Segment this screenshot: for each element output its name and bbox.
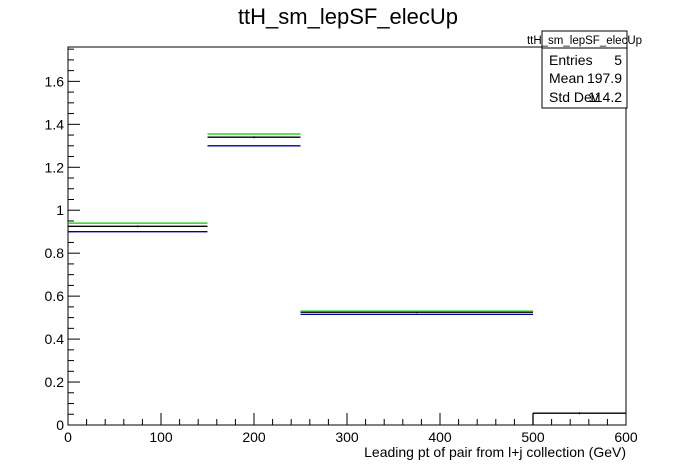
- stats-stddev-label: Std Dev: [549, 89, 599, 105]
- stats-entries-value: 5: [614, 52, 622, 68]
- x-tick-label: 600: [614, 429, 638, 445]
- x-tick-label: 400: [428, 429, 452, 445]
- y-tick-label: 0: [56, 417, 64, 433]
- chart-title: ttH_sm_lepSF_elecUp: [238, 4, 458, 29]
- stats-entries-label: Entries: [549, 52, 593, 68]
- histogram-series: [68, 133, 626, 425]
- x-tick-label: 100: [149, 429, 173, 445]
- y-tick-label: 1.4: [45, 116, 65, 132]
- y-tick-label: 0.4: [45, 331, 65, 347]
- y-tick-label: 0.8: [45, 245, 65, 261]
- stats-box-frame: [541, 30, 628, 109]
- x-tick-label: 500: [521, 429, 545, 445]
- stats-stddev-value: 114.2: [588, 89, 622, 105]
- stats-mean-label: Mean: [549, 70, 584, 86]
- x-axis-label: Leading pt of pair from l+j collection (…: [364, 444, 626, 460]
- y-axis: 0 0.2 0.4 0.6 0.8 1 1.2 1.4 1.6: [45, 48, 80, 433]
- stats-box: ttH_sm_lepSF_elecUp Entries 5 Mean 197.9…: [527, 30, 642, 109]
- y-tick-label: 1.2: [45, 159, 65, 175]
- y-tick-label: 1: [56, 202, 64, 218]
- y-tick-label: 0.6: [45, 288, 65, 304]
- stats-mean-value: 197.9: [587, 70, 622, 86]
- y-tick-label: 0.2: [45, 374, 65, 390]
- x-tick-label: 200: [242, 429, 266, 445]
- stats-box-title: ttH_sm_lepSF_elecUp: [527, 35, 642, 47]
- x-tick-label: 300: [335, 429, 359, 445]
- y-tick-label: 1.6: [45, 73, 65, 89]
- x-tick-label: 0: [64, 429, 72, 445]
- x-axis: 0 100 200 300 400 500 600: [64, 413, 638, 445]
